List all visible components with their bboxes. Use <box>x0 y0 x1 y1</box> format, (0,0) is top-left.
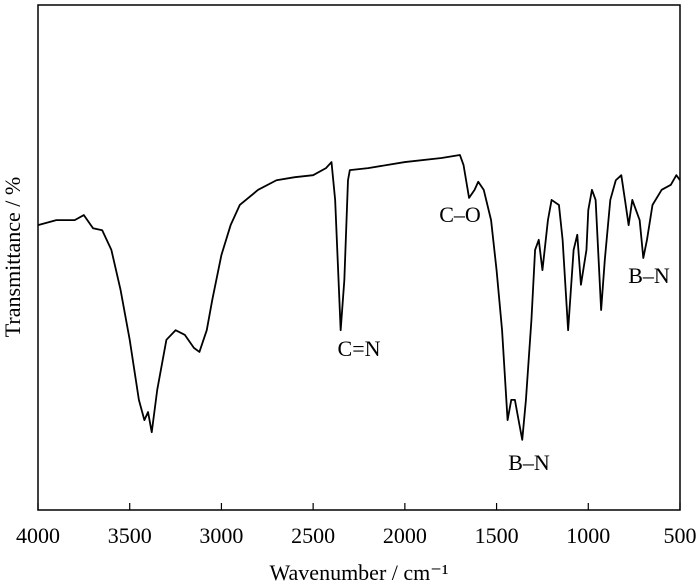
x-tick-label: 4000 <box>16 523 60 548</box>
x-tick-label: 1500 <box>475 523 519 548</box>
x-tick-label: 2000 <box>383 523 427 548</box>
annotation: B–N <box>628 263 670 288</box>
y-axis-label: Transmittance / % <box>0 177 25 338</box>
x-tick-label: 500 <box>664 523 697 548</box>
annotation: C–O <box>439 202 481 227</box>
x-tick-label: 1000 <box>566 523 610 548</box>
x-axis-label: Wavenumber / cm⁻¹ <box>270 560 449 585</box>
x-tick-label: 3000 <box>199 523 243 548</box>
annotation: B–N <box>508 450 550 475</box>
plot-frame <box>37 4 681 511</box>
x-tick-label: 3500 <box>108 523 152 548</box>
spectrum-line <box>37 154 681 441</box>
annotation: C=N <box>338 336 381 361</box>
x-tick-label: 2500 <box>291 523 335 548</box>
